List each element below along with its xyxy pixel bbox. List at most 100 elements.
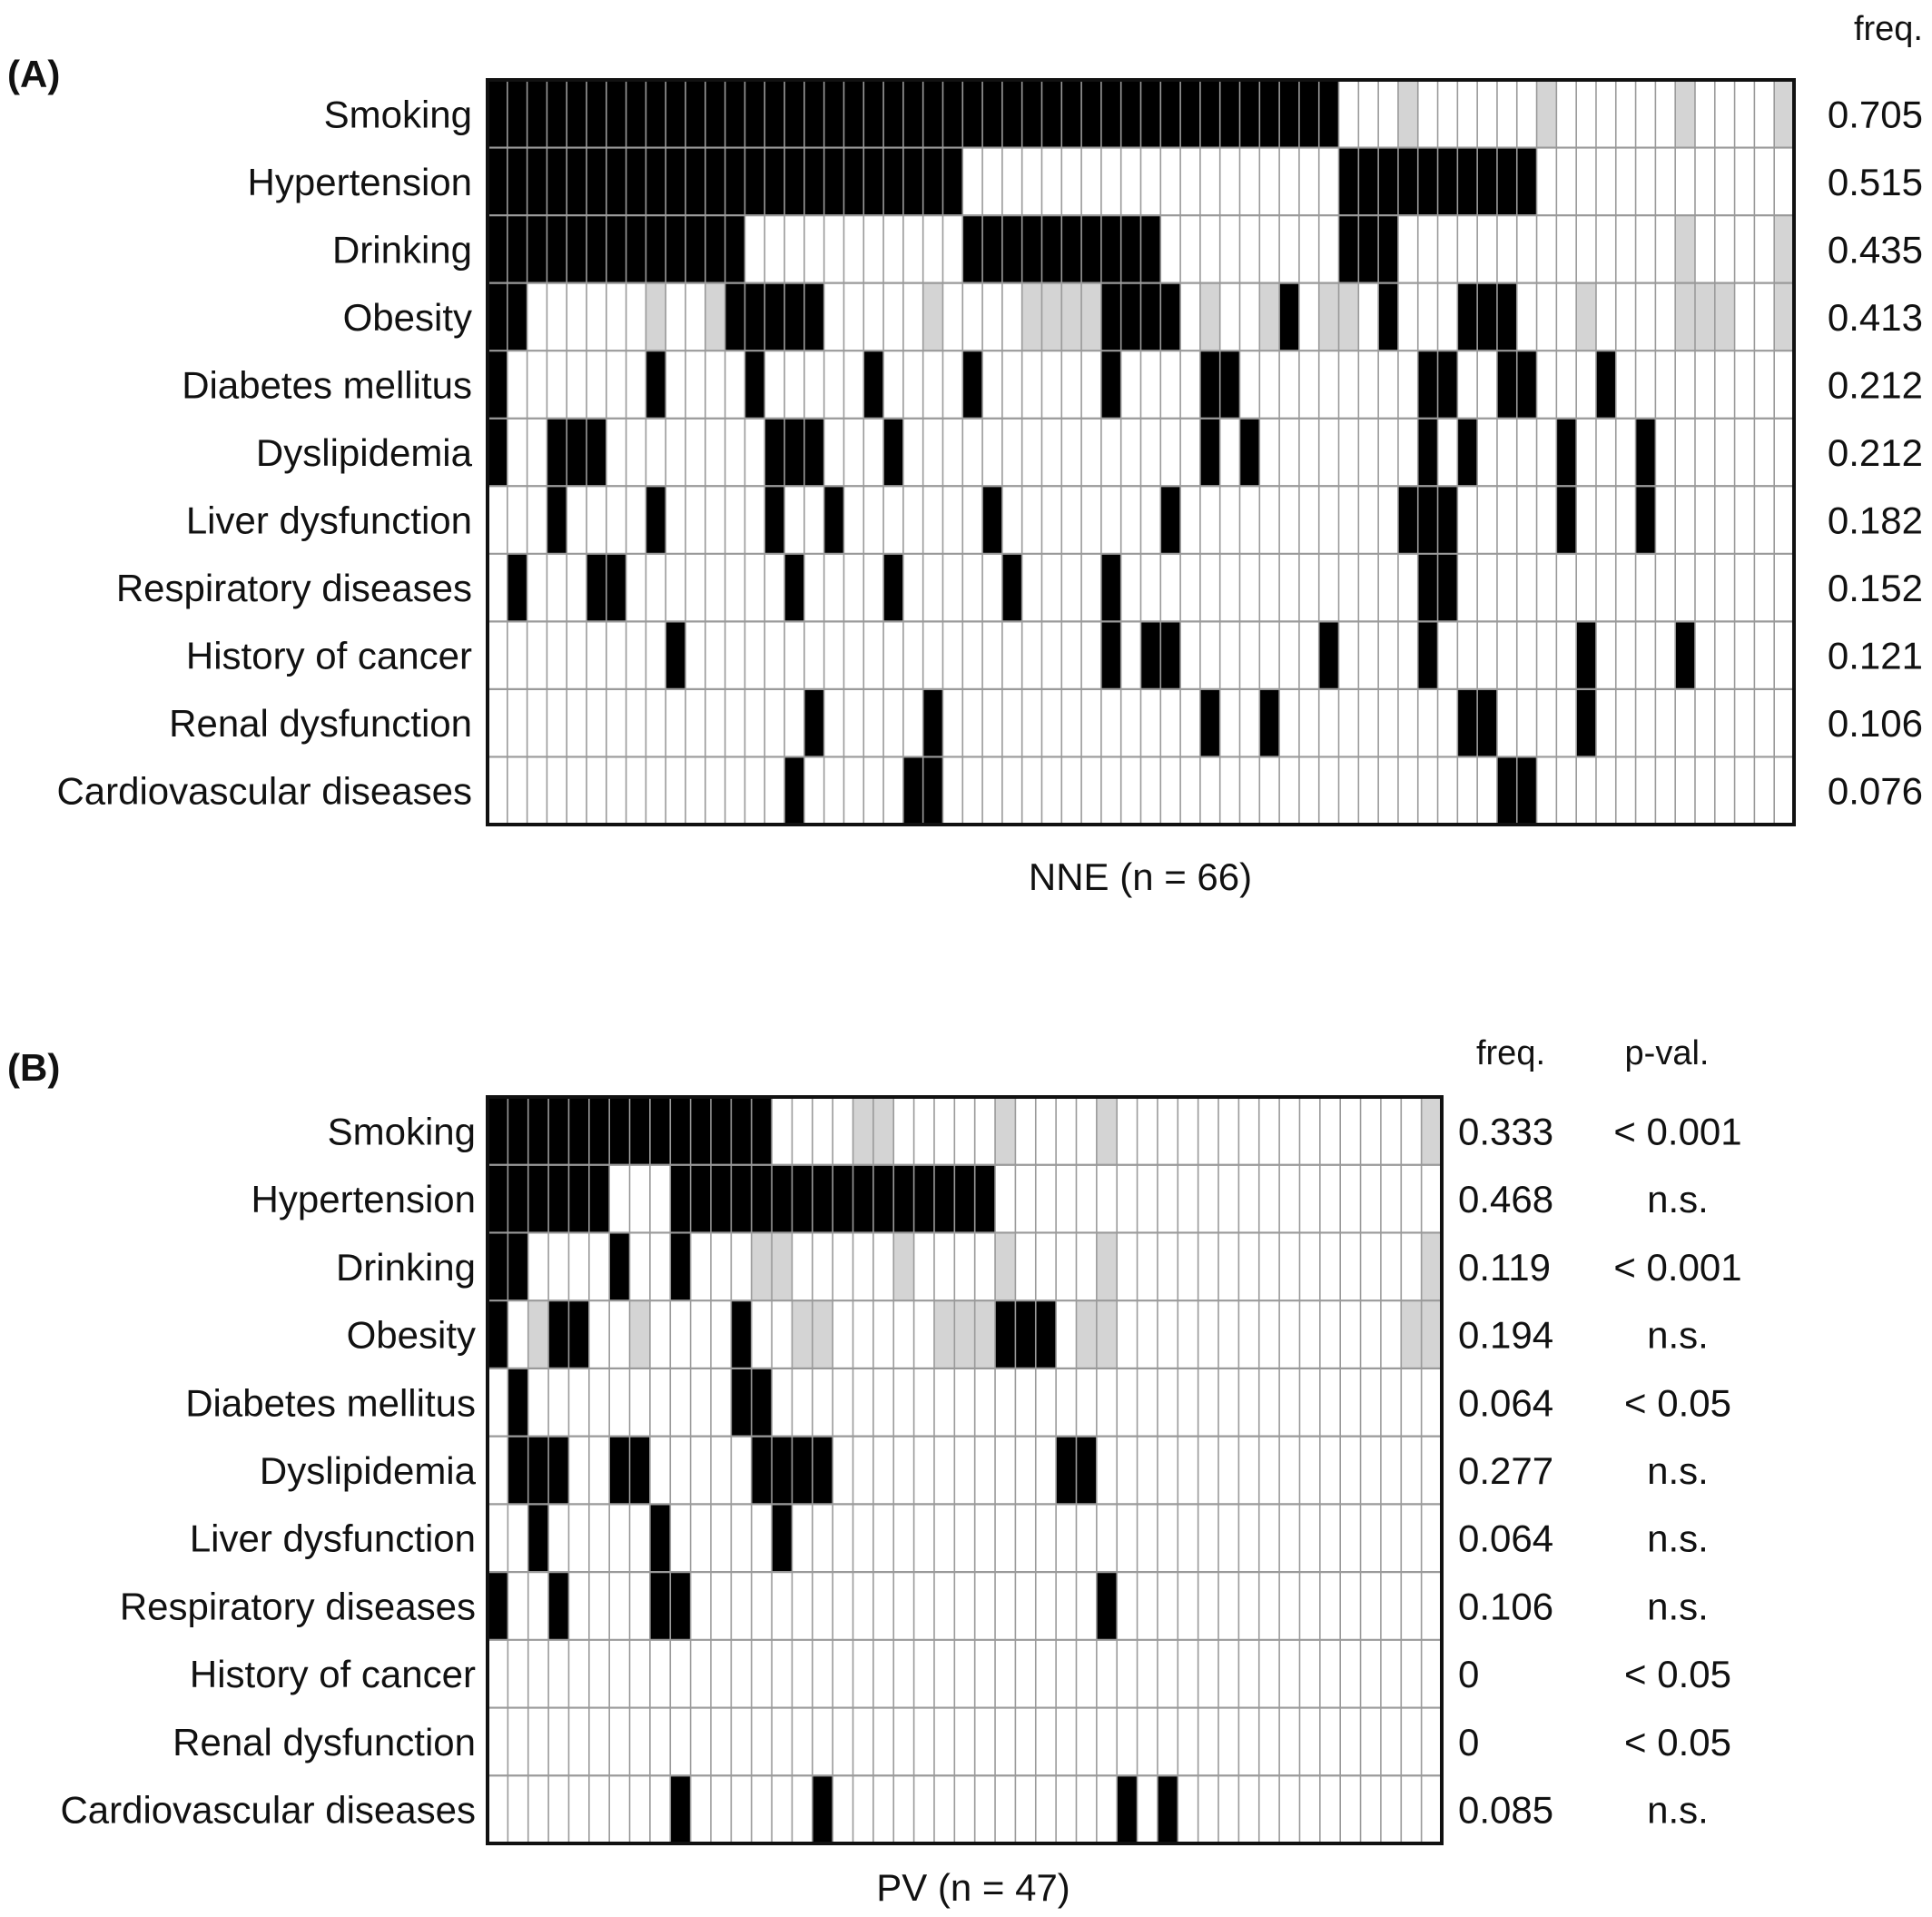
cell-absent — [1397, 553, 1419, 622]
cell-absent — [547, 688, 567, 757]
cell-present — [1056, 1436, 1077, 1505]
cell-absent — [853, 1775, 874, 1844]
cell-absent — [1178, 1164, 1199, 1233]
cell-absent — [1360, 1775, 1382, 1844]
cell-absent — [705, 621, 726, 690]
cell-absent — [1536, 486, 1557, 555]
cell-absent — [606, 282, 627, 351]
cell-absent — [1774, 147, 1795, 216]
cell-absent — [1199, 147, 1221, 216]
cell-absent — [1137, 1300, 1158, 1369]
cell-absent — [1198, 1368, 1219, 1438]
cell-present — [744, 282, 765, 351]
cell-absent — [1378, 418, 1399, 487]
cell-present — [527, 1504, 549, 1573]
cell-absent — [609, 1164, 631, 1233]
cell-absent — [1157, 1707, 1178, 1776]
cell-present — [670, 1775, 692, 1844]
cell-absent — [568, 1436, 590, 1505]
cell-absent — [588, 1436, 610, 1505]
cell-absent — [1279, 1436, 1300, 1505]
cell-absent — [1279, 418, 1300, 487]
cell-absent — [507, 351, 528, 420]
cell-absent — [665, 418, 686, 487]
cell-unknown — [995, 1232, 1016, 1301]
cell-absent — [1096, 1775, 1118, 1844]
cell-absent — [1338, 756, 1359, 825]
cell-absent — [1100, 147, 1122, 216]
cell-absent — [1238, 1707, 1260, 1776]
cell-present — [670, 1572, 692, 1641]
cell-absent — [508, 1707, 529, 1776]
cell-absent — [548, 1504, 569, 1573]
cell-absent — [646, 756, 666, 825]
cell-present — [1219, 351, 1241, 420]
freq-value: 0.064 — [1458, 1381, 1553, 1424]
cell-absent — [1140, 553, 1161, 622]
cell-absent — [1056, 1572, 1077, 1641]
cell-absent — [1319, 1775, 1341, 1844]
cell-present — [784, 80, 805, 149]
cell-absent — [1157, 1572, 1178, 1641]
cell-absent — [1595, 553, 1617, 622]
cell-present — [883, 418, 904, 487]
cell-present — [1516, 351, 1538, 420]
cell-absent — [1219, 215, 1241, 284]
cell-present — [784, 147, 805, 216]
cell-absent — [1117, 1164, 1138, 1233]
cell-absent — [1218, 1504, 1239, 1573]
cell-absent — [626, 282, 646, 351]
cell-present — [843, 147, 864, 216]
cell-present — [1378, 215, 1399, 284]
freq-value: 0.194 — [1458, 1314, 1553, 1357]
cell-absent — [1694, 80, 1716, 149]
cell-absent — [823, 418, 844, 487]
cell-absent — [1279, 215, 1300, 284]
cell-present — [1239, 418, 1260, 487]
cell-absent — [843, 215, 864, 284]
cell-present — [1457, 282, 1478, 351]
cell-absent — [1279, 1300, 1300, 1369]
cell-absent — [872, 1572, 894, 1641]
cell-absent — [933, 1232, 955, 1301]
cell-present — [508, 1164, 529, 1233]
cell-present — [1595, 351, 1617, 420]
cell-present — [922, 80, 943, 149]
cell-absent — [995, 1707, 1016, 1776]
cell-absent — [922, 215, 943, 284]
cell-absent — [1021, 553, 1042, 622]
cell-absent — [843, 688, 864, 757]
cell-absent — [872, 1504, 894, 1573]
cell-present — [1120, 215, 1141, 284]
cell-absent — [863, 688, 884, 757]
cell-absent — [982, 756, 1003, 825]
cell-absent — [527, 282, 547, 351]
cell-present — [1378, 147, 1399, 216]
row-label: Obesity — [343, 296, 472, 339]
cell-absent — [1180, 621, 1201, 690]
cell-absent — [1035, 1368, 1057, 1438]
row-label: Dyslipidemia — [256, 431, 473, 474]
cell-present — [803, 80, 825, 149]
cell-absent — [962, 418, 983, 487]
cell-absent — [1556, 80, 1577, 149]
cell-absent — [1180, 756, 1201, 825]
cell-absent — [942, 486, 963, 555]
cell-absent — [872, 1707, 894, 1776]
cell-absent — [1318, 147, 1340, 216]
cell-absent — [1437, 688, 1458, 757]
cell-absent — [1378, 621, 1399, 690]
cell-absent — [1496, 418, 1518, 487]
cell-absent — [1319, 1368, 1341, 1438]
cell-absent — [488, 1368, 508, 1438]
cell-absent — [1338, 80, 1359, 149]
cell-absent — [833, 1504, 854, 1573]
cell-present — [629, 1436, 651, 1505]
cell-absent — [1117, 1504, 1138, 1573]
row-label: Respiratory diseases — [120, 1585, 476, 1627]
cell-absent — [1299, 1775, 1321, 1844]
cell-absent — [724, 688, 745, 757]
cell-present — [606, 80, 627, 149]
cell-absent — [1096, 1639, 1118, 1709]
cell-absent — [1178, 1775, 1199, 1844]
